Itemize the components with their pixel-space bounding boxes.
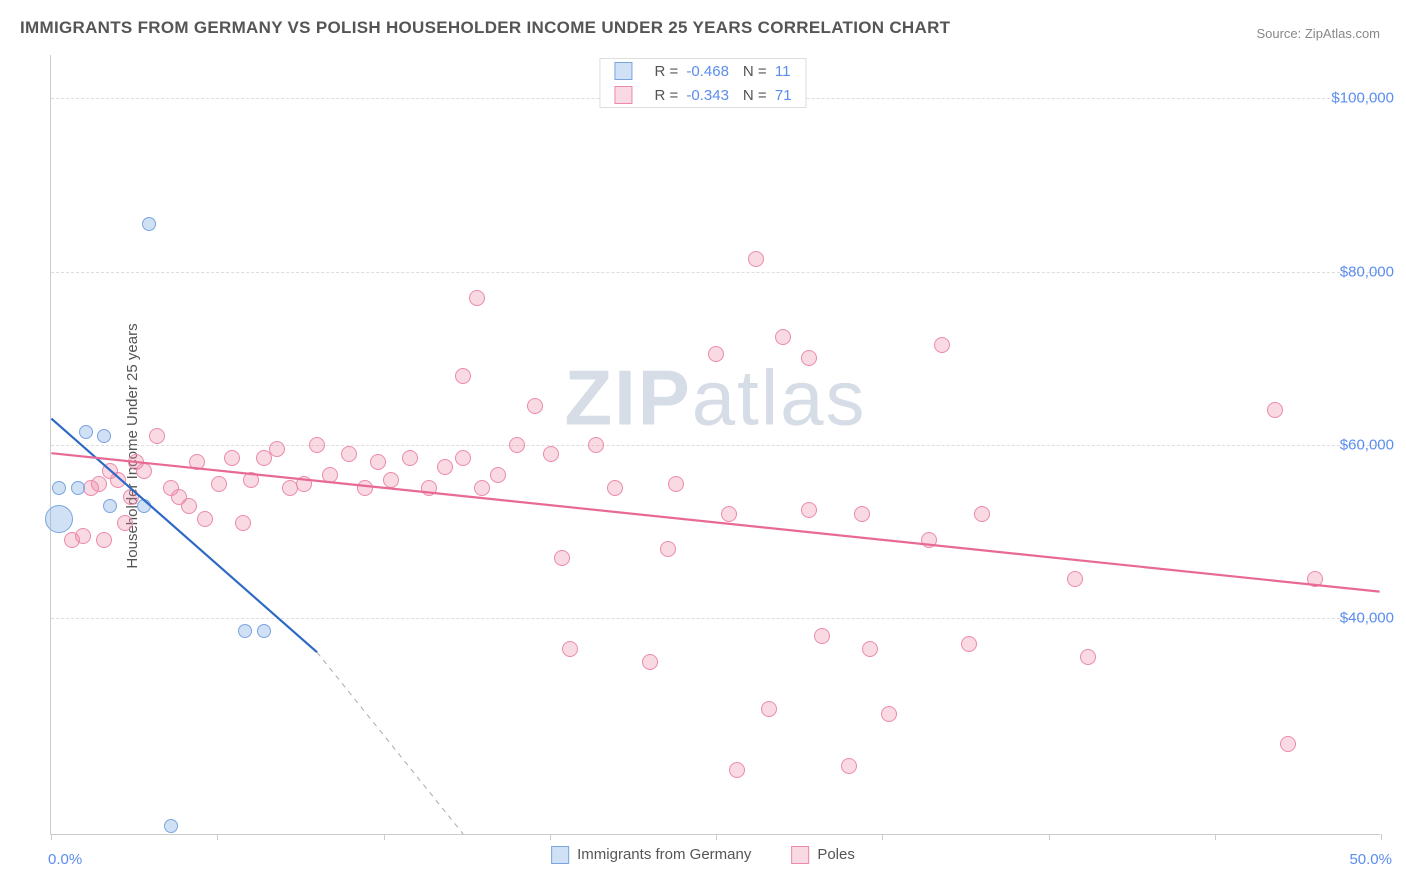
y-tick-label: $40,000 <box>1340 610 1394 627</box>
x-tick-mark <box>882 834 883 840</box>
trendline <box>51 419 317 653</box>
legend-swatch-germany <box>551 846 569 864</box>
y-tick-label: $80,000 <box>1340 263 1394 280</box>
legend-swatch-poles <box>791 846 809 864</box>
legend-swatch-icon <box>614 62 632 80</box>
legend-swatch-icon <box>614 86 632 104</box>
chart-plot-area: ZIPatlas <box>50 55 1380 835</box>
x-tick-mark <box>1381 834 1382 840</box>
x-tick-mark <box>51 834 52 840</box>
x-tick-mark <box>1049 834 1050 840</box>
legend-correlation-row: R = -0.468N = 11 <box>600 59 805 83</box>
x-axis-max-label: 50.0% <box>1349 851 1392 868</box>
x-axis-min-label: 0.0% <box>48 851 82 868</box>
y-tick-label: $100,000 <box>1331 90 1394 107</box>
legend-correlation-row: R = -0.343N = 71 <box>600 83 805 107</box>
legend-item-poles: Poles <box>791 846 855 864</box>
y-tick-label: $60,000 <box>1340 437 1394 454</box>
x-tick-mark <box>1215 834 1216 840</box>
x-tick-mark <box>550 834 551 840</box>
series-legend: Immigrants from Germany Poles <box>551 846 855 864</box>
x-tick-mark <box>217 834 218 840</box>
legend-item-germany: Immigrants from Germany <box>551 846 751 864</box>
x-tick-mark <box>716 834 717 840</box>
trendline <box>51 453 1379 591</box>
x-tick-mark <box>384 834 385 840</box>
correlation-legend: R = -0.468N = 11R = -0.343N = 71 <box>599 58 806 108</box>
trendline-extrapolated <box>317 652 463 834</box>
chart-title: IMMIGRANTS FROM GERMANY VS POLISH HOUSEH… <box>20 18 950 38</box>
source-attribution: Source: ZipAtlas.com <box>1256 26 1380 41</box>
